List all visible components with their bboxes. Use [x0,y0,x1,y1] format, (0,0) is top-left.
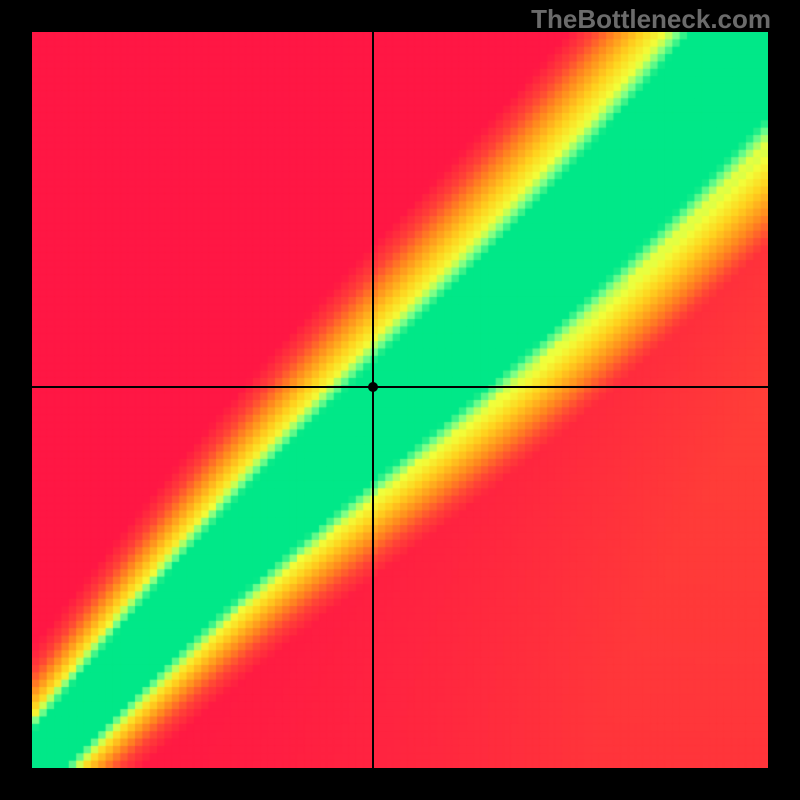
bottleneck-heatmap [0,0,800,800]
crosshair-marker [368,382,378,392]
frame-right [768,0,800,800]
frame-left [0,0,32,800]
frame-bottom [0,768,800,800]
crosshair-vertical [372,32,374,768]
watermark-text: TheBottleneck.com [531,4,771,35]
crosshair-horizontal [32,386,768,388]
